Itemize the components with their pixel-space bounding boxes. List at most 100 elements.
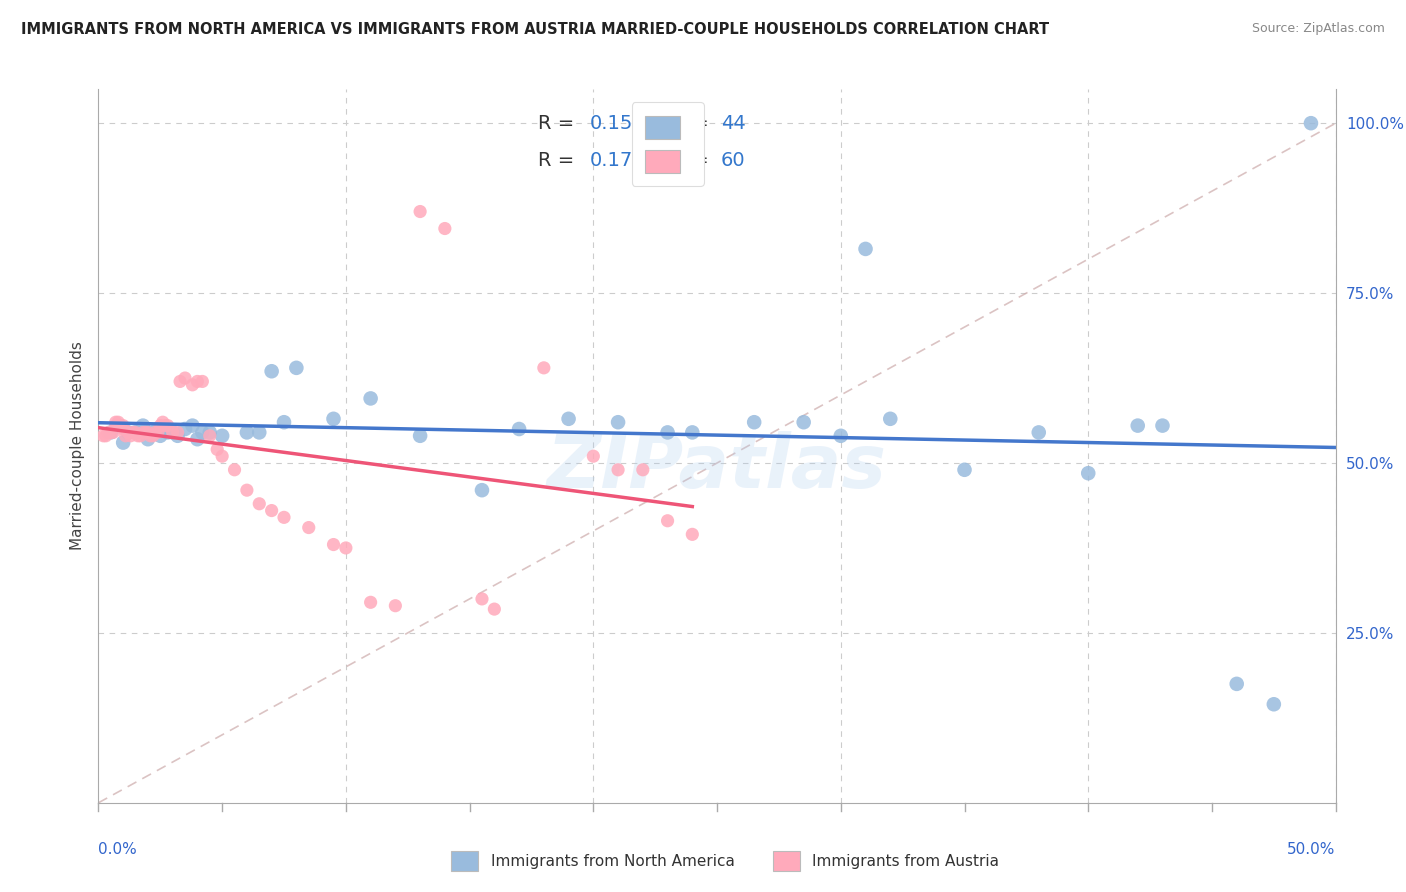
Point — [211, 429, 233, 443]
Point — [657, 425, 679, 440]
Point — [631, 463, 654, 477]
Point — [409, 429, 432, 443]
Point — [117, 425, 139, 440]
Point — [93, 429, 115, 443]
Point — [484, 602, 506, 616]
Text: 60: 60 — [721, 151, 745, 170]
Point — [433, 221, 456, 235]
Text: Immigrants from Austria: Immigrants from Austria — [813, 854, 1000, 869]
Point — [1152, 418, 1174, 433]
Point — [855, 242, 877, 256]
Point — [174, 422, 197, 436]
Point — [191, 375, 214, 389]
Point — [169, 375, 191, 389]
Point — [97, 425, 120, 440]
Text: Source: ZipAtlas.com: Source: ZipAtlas.com — [1251, 22, 1385, 36]
Point — [149, 429, 172, 443]
Point — [285, 360, 308, 375]
Point — [1263, 698, 1285, 712]
Point — [953, 463, 976, 477]
Point — [132, 418, 155, 433]
Point — [607, 415, 630, 429]
Point — [1126, 418, 1149, 433]
Point — [360, 392, 382, 406]
Point — [107, 418, 129, 433]
FancyBboxPatch shape — [773, 851, 800, 871]
Point — [186, 432, 208, 446]
Point — [112, 435, 135, 450]
Point — [142, 425, 165, 440]
Point — [298, 520, 321, 534]
Point — [129, 429, 152, 443]
FancyBboxPatch shape — [451, 851, 478, 871]
Point — [198, 429, 221, 443]
Point — [181, 377, 204, 392]
Point — [557, 412, 579, 426]
Point — [681, 425, 703, 440]
Point — [236, 483, 259, 498]
Point — [132, 425, 155, 440]
Point — [139, 429, 162, 443]
Point — [136, 425, 159, 440]
Point — [681, 527, 703, 541]
Point — [1299, 116, 1322, 130]
Point — [1028, 425, 1050, 440]
Point — [657, 514, 679, 528]
Point — [742, 415, 765, 429]
Point — [247, 425, 270, 440]
Point — [94, 429, 117, 443]
Y-axis label: Married-couple Households: Married-couple Households — [69, 342, 84, 550]
Point — [335, 541, 357, 555]
Point — [155, 418, 177, 433]
Point — [103, 425, 125, 440]
Point — [124, 425, 146, 440]
Point — [879, 412, 901, 426]
Point — [166, 425, 188, 440]
Point — [156, 418, 179, 433]
Point — [191, 425, 214, 440]
Point — [471, 483, 494, 498]
Point — [174, 371, 197, 385]
Point — [156, 425, 179, 440]
Point — [260, 503, 283, 517]
Point — [533, 360, 555, 375]
Point — [112, 422, 135, 436]
Point — [100, 425, 122, 440]
Point — [100, 425, 122, 440]
Point — [152, 415, 174, 429]
Point — [793, 415, 815, 429]
Point — [134, 425, 156, 440]
Point — [162, 425, 184, 440]
Point — [224, 463, 246, 477]
Point — [360, 595, 382, 609]
Point — [830, 429, 852, 443]
Point — [273, 415, 295, 429]
Point — [186, 375, 208, 389]
Text: IMMIGRANTS FROM NORTH AMERICA VS IMMIGRANTS FROM AUSTRIA MARRIED-COUPLE HOUSEHOL: IMMIGRANTS FROM NORTH AMERICA VS IMMIGRA… — [21, 22, 1049, 37]
Point — [198, 425, 221, 440]
Point — [1077, 466, 1099, 480]
Text: N =: N = — [659, 151, 714, 170]
Point — [142, 429, 165, 443]
Text: N =: N = — [659, 114, 714, 133]
Point — [146, 425, 169, 440]
Point — [322, 412, 344, 426]
Point — [607, 463, 630, 477]
Point — [181, 418, 204, 433]
Text: 0.150: 0.150 — [589, 114, 645, 133]
Point — [143, 425, 166, 440]
Point — [104, 415, 127, 429]
Point — [122, 425, 145, 440]
Point — [117, 425, 139, 440]
Point — [1226, 677, 1249, 691]
Point — [136, 432, 159, 446]
Legend: , : , — [631, 103, 703, 186]
Point — [260, 364, 283, 378]
Point — [162, 425, 184, 440]
Point — [471, 591, 494, 606]
Text: 0.0%: 0.0% — [98, 842, 138, 857]
Point — [205, 442, 228, 457]
Point — [247, 497, 270, 511]
Text: ZIPatlas: ZIPatlas — [547, 431, 887, 504]
Point — [107, 415, 129, 429]
